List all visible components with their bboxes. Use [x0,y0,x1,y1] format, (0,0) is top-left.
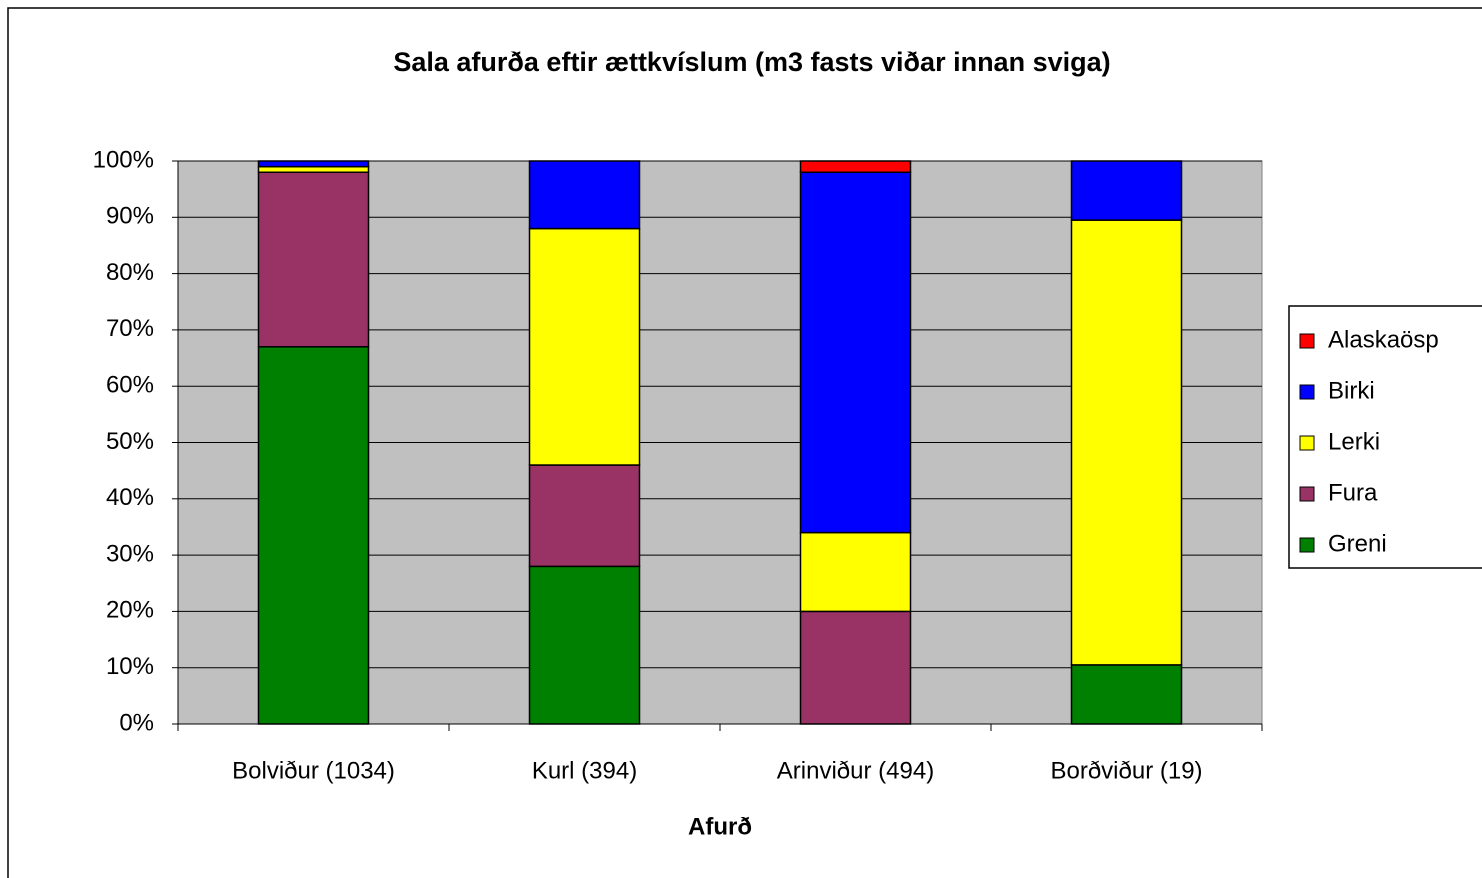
legend-swatch [1299,384,1315,400]
bar-segment [257,160,370,168]
bar-segment [799,171,912,534]
bar-segment [257,165,370,174]
legend-label: Alaskaösp [1328,326,1439,353]
x-tick-label: Bolviður (1034) [232,757,395,784]
bar-segment [528,565,641,725]
legend-label: Greni [1328,530,1387,557]
x-tick-label: Borðviður (19) [1050,757,1202,784]
x-axis-label: Afurð [688,813,752,840]
y-tick-label: 40% [106,484,154,511]
legend-box [1288,305,1482,569]
legend-label: Birki [1328,377,1375,404]
y-tick-label: 70% [106,315,154,342]
bar-segment [799,610,912,725]
chart-title: Sala afurða eftir ættkvíslum (m3 fasts v… [393,47,1110,77]
bar-segment [1070,160,1183,221]
y-tick-label: 90% [106,203,154,230]
bar-segment [1070,664,1183,725]
y-tick-label: 0% [119,709,154,736]
y-tick-label: 20% [106,597,154,624]
legend-swatch [1299,486,1315,502]
legend-swatch [1299,537,1315,553]
y-tick-label: 30% [106,540,154,567]
y-tick-label: 100% [93,146,154,173]
legend-label: Lerki [1328,428,1380,455]
legend-label: Fura [1328,479,1378,506]
legend-swatch [1299,333,1315,349]
x-tick-label: Kurl (394) [532,757,637,784]
bar-segment [799,531,912,613]
y-tick-label: 50% [106,428,154,455]
bar-segment [257,346,370,725]
bar-segment [528,160,641,230]
y-tick-label: 10% [106,653,154,680]
legend-swatch [1299,435,1315,451]
y-tick-label: 80% [106,259,154,286]
x-tick-label: Arinviður (494) [777,757,934,784]
bar-segment [1070,219,1183,666]
bar-segment [257,171,370,348]
bar-segment [799,160,912,174]
bar-segment [528,227,641,466]
bar-segment [528,464,641,568]
y-tick-label: 60% [106,372,154,399]
